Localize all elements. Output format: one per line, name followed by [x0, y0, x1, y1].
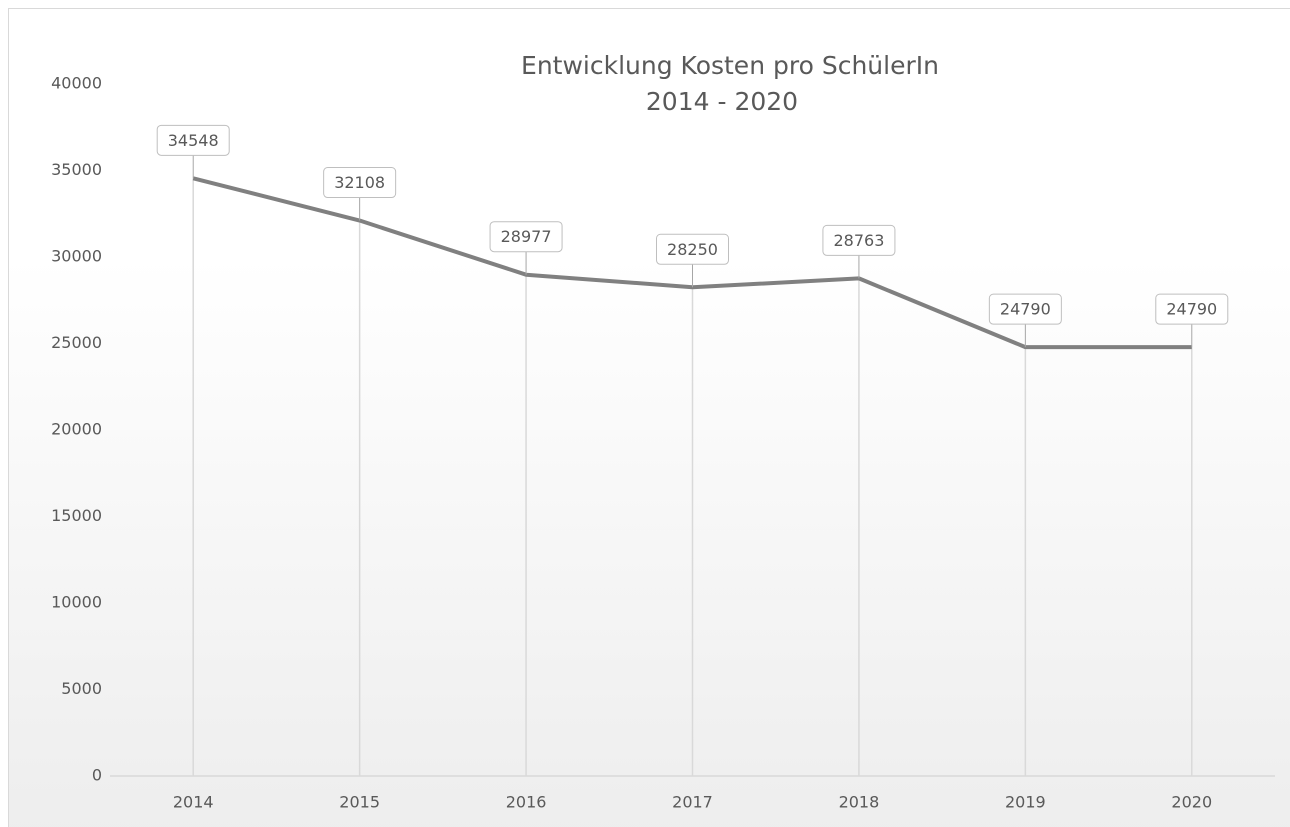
- y-tick-label: 25000: [51, 333, 102, 352]
- x-tick-label: 2020: [1171, 793, 1212, 812]
- data-label-box: [1155, 293, 1229, 325]
- data-label-box: [489, 221, 563, 253]
- data-label-box: [156, 124, 230, 156]
- x-tick-label: 2014: [173, 793, 214, 812]
- y-tick-label: 30000: [51, 247, 102, 266]
- data-label: 28763: [833, 231, 884, 250]
- x-tick-label: 2015: [339, 793, 380, 812]
- chart-title: Entwicklung Kosten pro SchülerIn: [521, 51, 939, 80]
- data-label: 28250: [667, 240, 718, 259]
- x-tick-label: 2017: [672, 793, 713, 812]
- y-tick-label: 35000: [51, 160, 102, 179]
- x-tick-label: 2016: [506, 793, 547, 812]
- x-tick-label: 2018: [839, 793, 880, 812]
- data-label: 24790: [1166, 300, 1217, 319]
- data-label-box: [988, 293, 1062, 325]
- y-tick-label: 0: [92, 766, 102, 785]
- data-label: 32108: [334, 173, 385, 192]
- data-label: 24790: [1000, 300, 1051, 319]
- data-label-box: [323, 167, 397, 199]
- data-label-box: [656, 233, 729, 265]
- y-tick-label: 15000: [51, 506, 102, 525]
- data-label: 28977: [501, 227, 552, 246]
- data-label: 34548: [168, 131, 219, 150]
- y-tick-label: 20000: [51, 420, 102, 439]
- x-tick-label: 2019: [1005, 793, 1046, 812]
- chart-subtitle: 2014 - 2020: [646, 87, 798, 116]
- y-tick-label: 5000: [61, 679, 102, 698]
- y-tick-label: 10000: [51, 593, 102, 612]
- y-tick-label: 40000: [51, 74, 102, 93]
- data-label-box: [822, 224, 896, 256]
